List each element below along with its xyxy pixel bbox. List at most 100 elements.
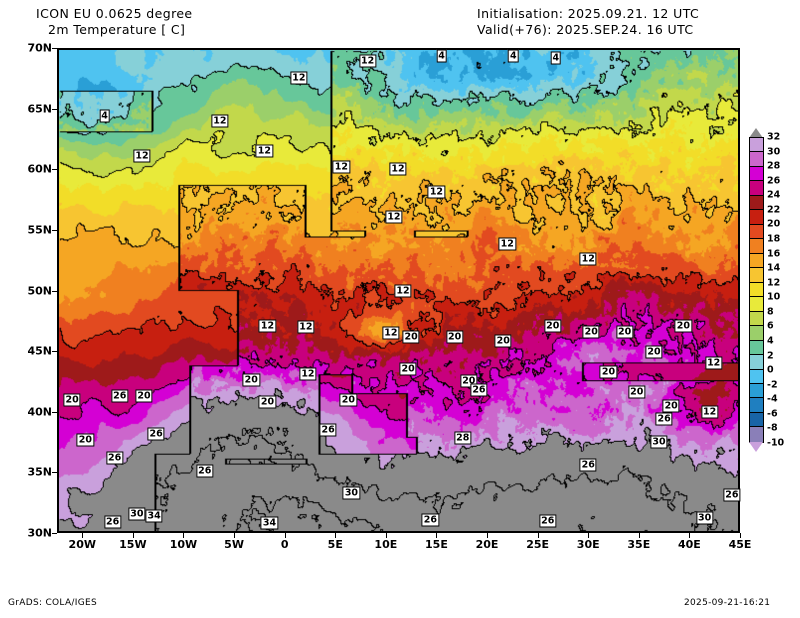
colorbar-band <box>750 340 763 356</box>
y-axis-label: 50N <box>27 284 52 297</box>
render-timestamp: 2025-09-21-16:21 <box>684 598 771 608</box>
contour-value-label: 4 <box>550 51 562 65</box>
colorbar-tick-label: -4 <box>767 393 778 405</box>
x-axis-tick <box>689 533 691 538</box>
contour-value-label: 20 <box>628 385 646 399</box>
map-plot-area[interactable] <box>57 48 740 533</box>
colorbar-band <box>750 297 763 312</box>
y-axis-tick <box>52 290 57 292</box>
colorbar-tick-label: 12 <box>767 277 781 289</box>
x-axis-label: 45E <box>728 538 752 551</box>
contour-value-label: 4 <box>508 49 519 63</box>
x-axis-label: 40E <box>677 538 701 551</box>
contour-value-label: 4 <box>99 109 110 123</box>
colorbar-band <box>750 311 763 327</box>
colorbar-band <box>750 210 763 225</box>
colorbar-tick-label: 4 <box>767 335 774 347</box>
x-axis-tick <box>385 533 387 538</box>
initialisation-text: Initialisation: 2025.09.21. 12 UTC <box>477 6 700 21</box>
y-axis-label: 55N <box>27 223 52 237</box>
colorbar-band <box>750 268 763 283</box>
contour-value-label: 20 <box>399 362 417 376</box>
contour-value-label: 26 <box>655 412 673 426</box>
y-axis-tick <box>52 472 57 474</box>
x-axis-tick <box>638 533 640 538</box>
contour-value-label: 20 <box>582 325 600 339</box>
contour-value-label: 30 <box>650 435 668 449</box>
contour-value-label: 12 <box>211 114 229 128</box>
colorbar-band <box>750 138 763 153</box>
y-axis-label: 65N <box>27 102 52 116</box>
contour-value-label: 20 <box>544 319 562 333</box>
contour-value-label: 12 <box>382 326 400 340</box>
contour-value-label: 12 <box>385 210 403 224</box>
x-axis-label: 10W <box>169 538 198 551</box>
colorbar-band <box>750 181 763 196</box>
y-axis-label: 40N <box>27 405 52 419</box>
contour-value-label: 20 <box>662 399 680 413</box>
colorbar-under-arrow-icon <box>749 442 763 452</box>
contour-value-label: 12 <box>427 185 446 199</box>
x-axis-tick <box>740 533 741 538</box>
contour-value-label: 34 <box>145 509 163 523</box>
contour-value-label: 26 <box>421 513 439 527</box>
colorbar-band <box>750 383 763 399</box>
contour-value-label: 12 <box>290 71 308 85</box>
contour-value-label: 26 <box>539 514 557 528</box>
contour-value-label: 26 <box>319 423 337 437</box>
x-axis-label: 0 <box>280 538 289 551</box>
colorbar-tick-label: 10 <box>767 291 781 303</box>
colorbar-tick-label: 16 <box>767 248 781 260</box>
x-axis-label: 20E <box>475 538 499 551</box>
colorbar <box>749 128 764 452</box>
colorbar-band <box>750 195 763 211</box>
contour-value-label: 26 <box>470 383 488 397</box>
x-axis-tick <box>537 533 539 538</box>
contour-value-label: 20 <box>339 393 358 407</box>
colorbar-tick-label: 26 <box>767 175 781 187</box>
colorbar-over-arrow-icon <box>749 128 763 138</box>
colorbar-tick-label: 20 <box>767 218 781 230</box>
colorbar-tick-label: 18 <box>767 233 781 245</box>
contour-value-label: 20 <box>242 373 260 387</box>
y-axis-tick <box>52 229 57 231</box>
x-axis-label: 25E <box>526 538 550 551</box>
x-axis-tick <box>335 533 337 538</box>
contour-value-label: 12 <box>133 149 151 163</box>
contour-value-label: 12 <box>394 284 412 297</box>
y-axis-tick <box>52 411 57 413</box>
colorbar-band <box>750 166 763 182</box>
contour-value-label: 12 <box>255 144 274 158</box>
colorbar-tick-label: -6 <box>767 408 778 420</box>
x-axis-label: 5W <box>224 538 244 551</box>
x-axis-tick <box>234 533 236 538</box>
x-axis-label: 35E <box>627 538 651 551</box>
colorbar-tick-label: 6 <box>767 320 774 332</box>
colorbar-band <box>750 398 763 413</box>
x-axis-label: 10E <box>374 538 398 551</box>
y-axis-tick <box>52 108 57 110</box>
valid-time-text: Valid(+76): 2025.SEP.24. 16 UTC <box>477 22 694 37</box>
colorbar-band <box>750 369 763 384</box>
contour-value-label: 12 <box>332 160 350 174</box>
x-axis-tick <box>436 533 438 538</box>
y-axis-label: 30N <box>27 526 52 540</box>
x-axis-label: 15E <box>425 538 448 551</box>
colorbar-tick-label: 32 <box>767 131 781 143</box>
y-axis-tick <box>52 169 57 171</box>
contour-value-label: 30 <box>695 511 714 525</box>
colorbar-band <box>750 239 763 254</box>
x-axis-label: 15W <box>119 538 147 551</box>
y-axis-tick <box>52 533 57 534</box>
x-axis-tick <box>82 533 84 538</box>
contour-value-label: 12 <box>579 252 597 266</box>
colorbar-band <box>750 355 763 370</box>
colorbar-tick-label: 14 <box>767 262 781 274</box>
contour-value-label: 20 <box>616 325 634 339</box>
grads-credit: GrADS: COLA/IGES <box>8 598 97 608</box>
contour-value-label: 20 <box>494 334 512 348</box>
y-axis-label: 70N <box>27 41 52 55</box>
contour-value-label: 12 <box>389 162 407 176</box>
contour-value-label: 34 <box>260 516 279 530</box>
colorbar-band <box>750 282 763 298</box>
